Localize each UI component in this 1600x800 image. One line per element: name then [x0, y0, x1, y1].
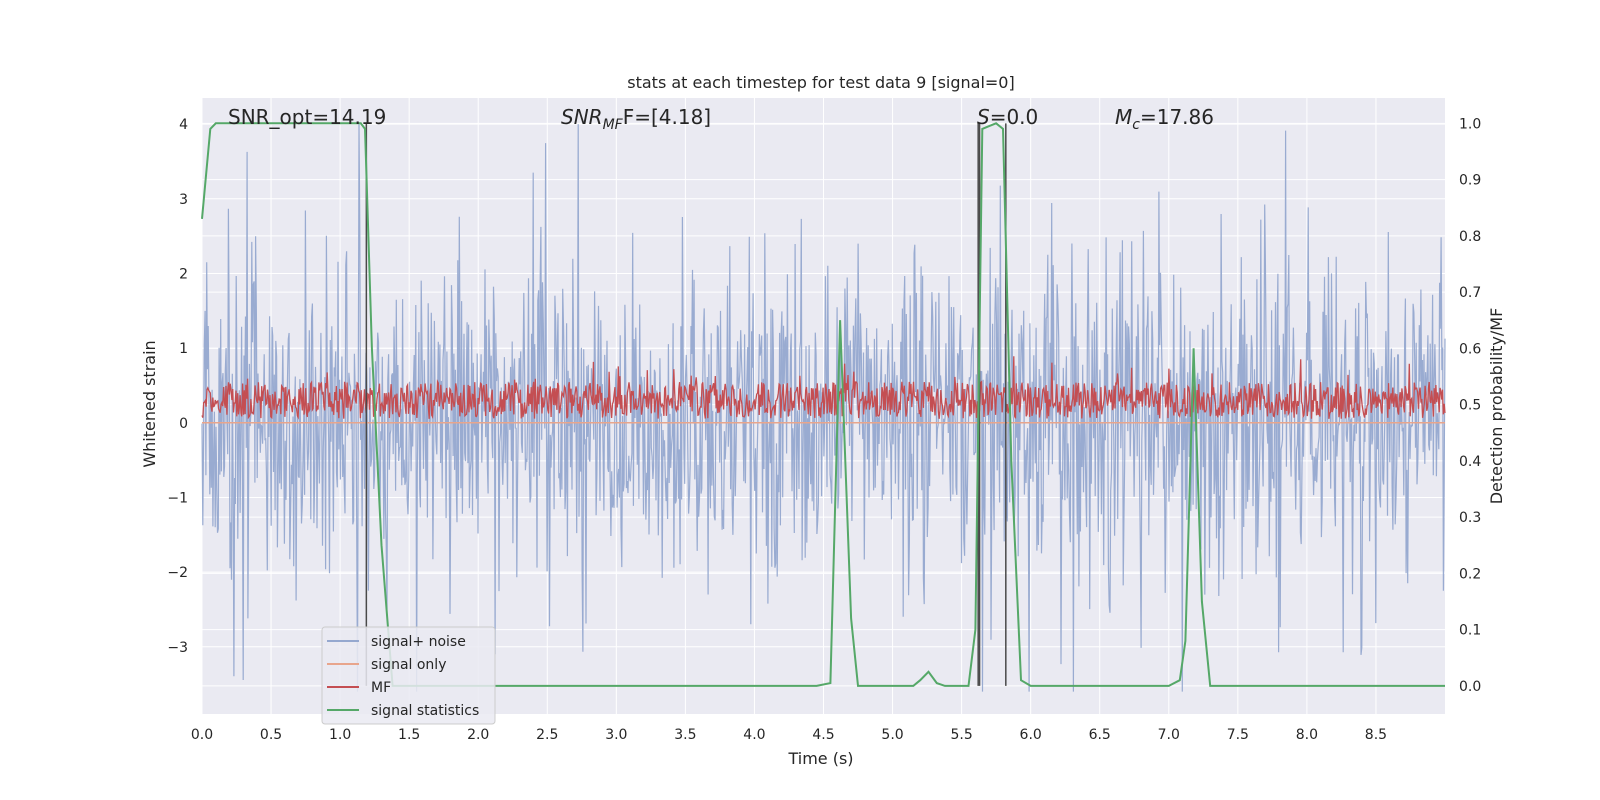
legend: signal+ noise signal only MF signal stat… — [321, 626, 496, 725]
legend-label-signal-statistics: signal statistics — [371, 703, 479, 719]
annotation-snr-mf-sub: MF — [603, 117, 624, 133]
x-tick-label: 4.5 — [812, 727, 834, 743]
x-tick-label: 6.5 — [1089, 727, 1111, 743]
x-tick-label: 6.0 — [1020, 727, 1042, 743]
y-tick-label: 2 — [179, 266, 188, 282]
y2-tick-label: 0.2 — [1459, 566, 1481, 582]
x-tick-label: 5.0 — [881, 727, 903, 743]
chart-title: stats at each timestep for test data 9 [… — [627, 73, 1014, 92]
y-tick-label: 4 — [179, 117, 188, 133]
y2-tick-label: 0.5 — [1459, 398, 1481, 414]
legend-label-mf: MF — [371, 680, 391, 696]
legend-label-signal-only: signal only — [371, 657, 446, 673]
legend-label-signal-noise: signal+ noise — [371, 634, 466, 650]
y2-tick-label: 1.0 — [1459, 116, 1481, 132]
x-axis-label: Time (s) — [787, 749, 853, 768]
x-tick-label: 4.0 — [743, 727, 765, 743]
signal-noise-line — [201, 124, 1446, 692]
y-tick-label: 1 — [179, 341, 188, 357]
y2-tick-label: 0.6 — [1459, 341, 1481, 357]
x-tick-label: 2.5 — [536, 727, 558, 743]
y2-tick-label: 0.0 — [1459, 679, 1481, 695]
annotation-snr-mf-value: F=[4.18] — [623, 105, 711, 129]
x-tick-label: 3.0 — [605, 727, 627, 743]
x-tick-label: 1.0 — [329, 727, 351, 743]
y2-axis-label: Detection probability/MF — [1487, 308, 1506, 505]
annotation-s: S=0.0 — [977, 105, 1038, 129]
annotation-mc: Mc=17.86 — [1115, 105, 1214, 133]
y2-tick-label: 0.9 — [1459, 173, 1481, 189]
y-tick-label: −3 — [167, 640, 188, 656]
y2-tick-label: 0.3 — [1459, 510, 1481, 526]
signal-statistics-series — [201, 122, 1445, 687]
x-tick-label: 8.5 — [1365, 727, 1387, 743]
signal-noise-series — [201, 124, 1446, 692]
x-tick-label: 0.0 — [191, 727, 213, 743]
x-tick-label: 0.5 — [260, 727, 282, 743]
y2-tick-label: 0.7 — [1459, 285, 1481, 301]
annotation-mc-sub: c — [1132, 117, 1140, 133]
y-axis-label: Whitened strain — [140, 340, 159, 467]
x-tick-label: 5.5 — [950, 727, 972, 743]
legend-box — [321, 626, 496, 725]
mf-series — [201, 356, 1446, 420]
x-tick-label: 2.0 — [467, 727, 489, 743]
x-tick-label: 8.0 — [1296, 727, 1318, 743]
y-tick-label: −1 — [167, 490, 188, 506]
y2-tick-label: 0.4 — [1459, 454, 1481, 470]
y-tick-label: −2 — [167, 565, 188, 581]
y-tick-label: 3 — [179, 192, 188, 208]
y2-tick-label: 0.1 — [1459, 623, 1481, 639]
annotation-snr-mf: SNRMFF=[4.18] — [561, 105, 711, 133]
signal-statistics-line — [201, 122, 1445, 687]
y-tick-label: 0 — [179, 416, 188, 432]
annotation-s-main: S — [977, 105, 990, 129]
y2-tick-label: 0.8 — [1459, 229, 1481, 245]
annotation-mc-value: =17.86 — [1140, 105, 1214, 129]
tick-labels: 0.0 0.5 1.0 1.5 2.0 2.5 3.0 3.5 4.0 4.5 5.0 5.5 6.0 6… — [167, 116, 1481, 743]
annotation-snr-opt: SNR_opt=14.19 — [228, 105, 386, 129]
x-tick-label: 7.5 — [1227, 727, 1249, 743]
mf-line — [201, 356, 1446, 420]
x-tick-label: 1.5 — [398, 727, 420, 743]
x-tick-label: 7.0 — [1158, 727, 1180, 743]
annotation-mc-main: M — [1115, 105, 1132, 129]
annotation-snr-mf-main: SNR — [561, 105, 603, 129]
annotation-s-value: =0.0 — [990, 105, 1039, 129]
x-tick-label: 3.5 — [674, 727, 696, 743]
